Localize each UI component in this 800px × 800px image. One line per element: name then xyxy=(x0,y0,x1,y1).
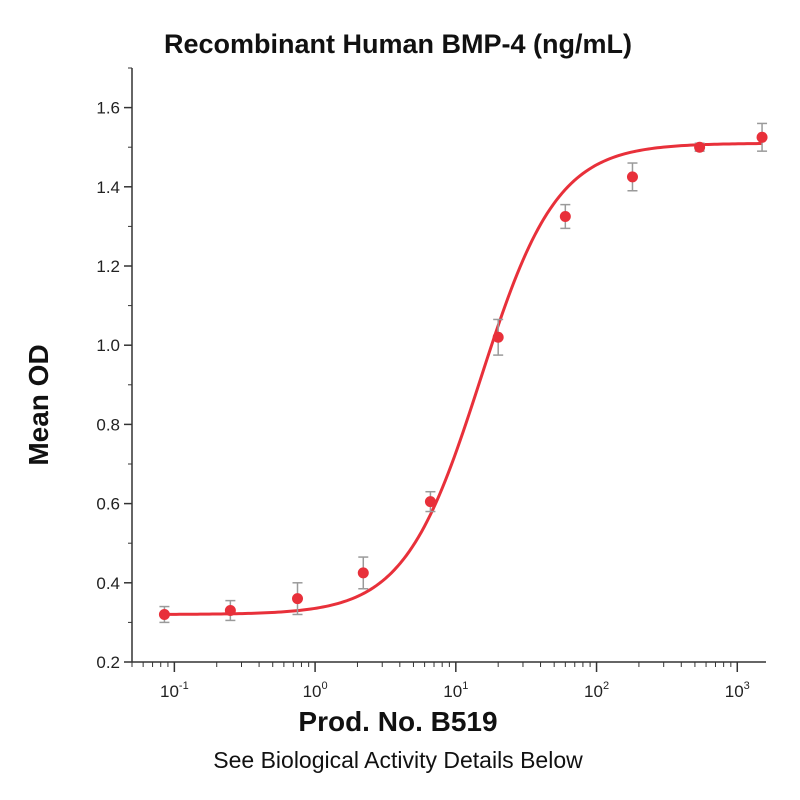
data-point-group xyxy=(559,203,571,230)
data-point xyxy=(158,608,170,620)
y-tick-label: 0.6 xyxy=(96,495,120,514)
fit-curve xyxy=(164,142,763,616)
y-axis: 0.2 0.4 0.6 0.8 1.0 1.2 1.4 1.6 xyxy=(96,67,132,672)
x-tick-base: 10 xyxy=(160,682,179,701)
data-point xyxy=(224,605,236,617)
data-point xyxy=(756,131,768,143)
y-tick-label: 1.6 xyxy=(96,99,120,118)
y-tick-label: 0.2 xyxy=(96,653,120,672)
y-tick-label: 1.4 xyxy=(96,178,120,197)
x-tick-label: 103 xyxy=(725,680,750,701)
footnote: See Biological Activity Details Below xyxy=(213,747,583,773)
chart-title: Recombinant Human BMP-4 (ng/mL) xyxy=(164,29,632,59)
x-tick-exponent: 1 xyxy=(462,680,468,692)
data-point xyxy=(357,567,369,579)
x-axis: 10-1 100 101 102 103 xyxy=(131,662,750,701)
data-point xyxy=(492,331,504,343)
y-tick-label: 1.0 xyxy=(96,336,120,355)
plot-area xyxy=(158,122,768,624)
x-tick-base: 10 xyxy=(584,682,603,701)
x-tick-base: 10 xyxy=(725,682,744,701)
data-point-group xyxy=(158,605,170,624)
data-point-group xyxy=(292,582,304,616)
x-tick-label: 101 xyxy=(443,680,468,701)
data-point-group xyxy=(626,162,638,192)
y-tick-label: 1.2 xyxy=(96,257,120,276)
data-point xyxy=(424,496,436,508)
x-tick-exponent: 0 xyxy=(321,680,327,692)
x-tick-base: 10 xyxy=(443,682,462,701)
x-tick-base: 10 xyxy=(303,682,322,701)
data-point xyxy=(626,171,638,183)
data-point xyxy=(694,141,706,153)
y-tick-label: 0.4 xyxy=(96,574,120,593)
x-tick-exponent: -1 xyxy=(179,680,189,692)
data-point xyxy=(292,593,304,605)
data-point-group xyxy=(756,122,768,152)
data-point-group xyxy=(492,318,504,356)
data-point-group xyxy=(694,141,706,153)
x-tick-label: 102 xyxy=(584,680,609,701)
data-point-group xyxy=(357,556,369,590)
x-axis-label: Prod. No. B519 xyxy=(298,706,497,737)
data-point xyxy=(559,211,571,222)
y-tick-label: 0.8 xyxy=(96,415,120,434)
data-point-group xyxy=(424,490,436,513)
axes xyxy=(131,68,766,663)
data-point-group xyxy=(224,599,236,622)
x-tick-label: 100 xyxy=(303,680,328,701)
x-tick-label: 10-1 xyxy=(160,680,189,701)
x-tick-exponent: 3 xyxy=(744,680,750,692)
x-tick-exponent: 2 xyxy=(603,680,609,692)
y-axis-label: Mean OD xyxy=(23,344,54,465)
